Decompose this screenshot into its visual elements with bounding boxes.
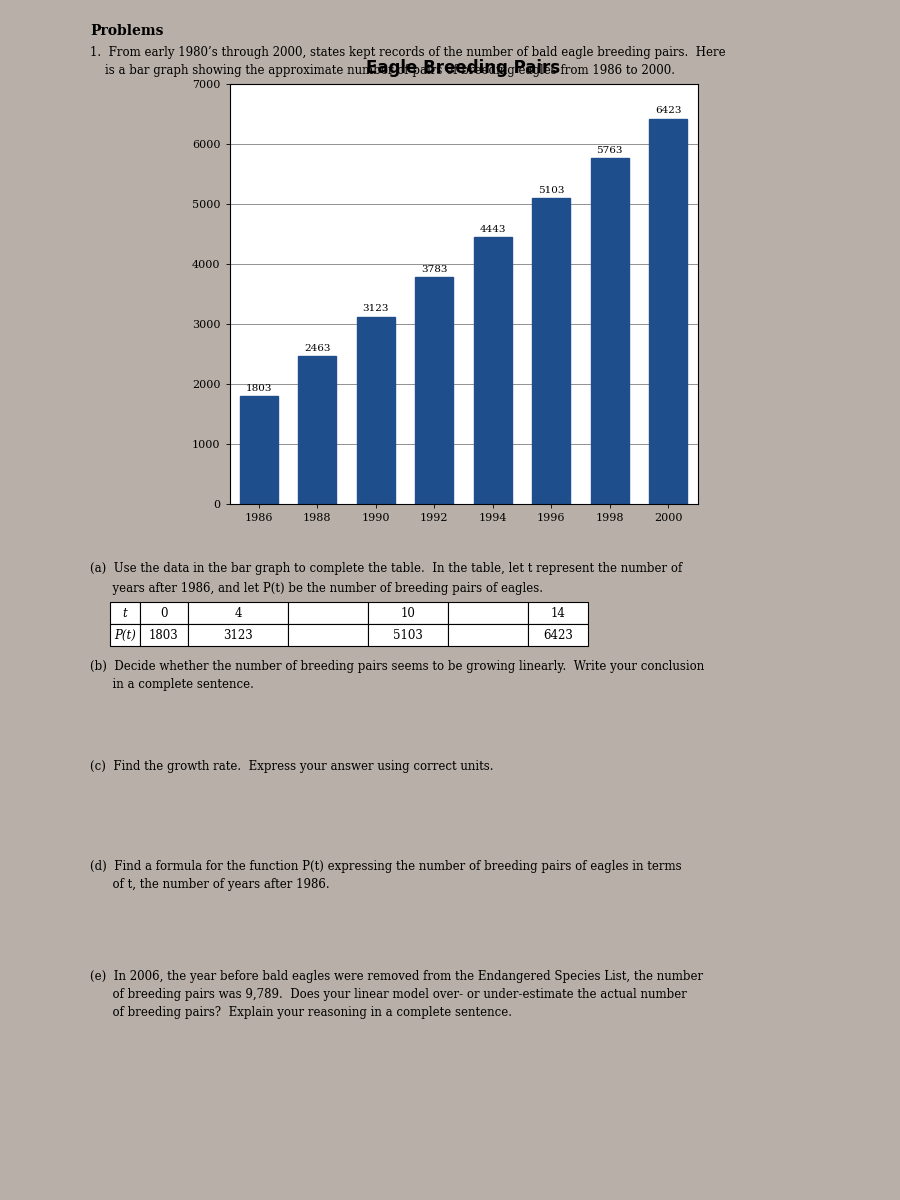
Text: 3123: 3123 — [363, 305, 389, 313]
Text: of breeding pairs was 9,789.  Does your linear model over- or under-estimate the: of breeding pairs was 9,789. Does your l… — [90, 988, 687, 1001]
Text: 1803: 1803 — [246, 384, 272, 392]
Bar — [140, 624, 188, 647]
Bar — [110, 624, 140, 647]
Bar — [140, 602, 188, 624]
Bar — [528, 602, 588, 624]
Bar — [649, 119, 688, 504]
Bar — [528, 624, 588, 647]
Bar — [288, 602, 368, 624]
Text: 5103: 5103 — [393, 629, 423, 642]
Text: 2: 2 — [446, 490, 454, 504]
Bar — [368, 602, 448, 624]
Text: t: t — [122, 607, 128, 620]
Text: (e)  In 2006, the year before bald eagles were removed from the Endangered Speci: (e) In 2006, the year before bald eagles… — [90, 970, 703, 983]
Bar — [532, 198, 571, 504]
Text: 10: 10 — [400, 607, 416, 620]
Bar — [239, 396, 278, 504]
Text: 5763: 5763 — [597, 146, 623, 155]
Bar — [368, 624, 448, 647]
Text: in a complete sentence.: in a complete sentence. — [90, 678, 254, 691]
Text: (a)  Use the data in the bar graph to complete the table.  In the table, let t r: (a) Use the data in the bar graph to com… — [90, 563, 682, 575]
Text: 3123: 3123 — [223, 629, 253, 642]
Bar — [110, 602, 140, 624]
Text: 0: 0 — [160, 607, 167, 620]
Bar — [590, 158, 629, 504]
Bar — [188, 624, 288, 647]
Text: 5103: 5103 — [538, 186, 564, 194]
Text: Problems: Problems — [90, 24, 164, 38]
Text: 4: 4 — [234, 607, 242, 620]
Text: years after 1986, and let P(t) be the number of breeding pairs of eagles.: years after 1986, and let P(t) be the nu… — [90, 582, 543, 595]
Text: 3783: 3783 — [421, 265, 447, 274]
Text: 4443: 4443 — [480, 226, 506, 234]
Text: of t, the number of years after 1986.: of t, the number of years after 1986. — [90, 878, 329, 892]
Title: Eagle Breeding Pairs: Eagle Breeding Pairs — [366, 59, 561, 77]
Text: 1.  From early 1980’s through 2000, states kept records of the number of bald ea: 1. From early 1980’s through 2000, state… — [90, 46, 725, 59]
Text: 6423: 6423 — [655, 107, 681, 115]
Text: (d)  Find a formula for the function P(t) expressing the number of breeding pair: (d) Find a formula for the function P(t)… — [90, 860, 681, 874]
Bar — [415, 277, 454, 504]
Bar — [188, 602, 288, 624]
Text: 14: 14 — [551, 607, 565, 620]
Bar — [448, 602, 528, 624]
Bar — [356, 317, 395, 504]
Text: is a bar graph showing the approximate number of pairs of breeding eagles from 1: is a bar graph showing the approximate n… — [90, 64, 675, 77]
Bar — [448, 624, 528, 647]
Text: of breeding pairs?  Explain your reasoning in a complete sentence.: of breeding pairs? Explain your reasonin… — [90, 1006, 512, 1019]
Text: 2463: 2463 — [304, 344, 330, 353]
Text: (c)  Find the growth rate.  Express your answer using correct units.: (c) Find the growth rate. Express your a… — [90, 761, 493, 773]
Text: 6423: 6423 — [543, 629, 573, 642]
Text: 1803: 1803 — [149, 629, 179, 642]
Bar — [473, 238, 512, 504]
Bar — [298, 356, 337, 504]
Text: P(t): P(t) — [114, 629, 136, 642]
Text: (b)  Decide whether the number of breeding pairs seems to be growing linearly.  : (b) Decide whether the number of breedin… — [90, 660, 704, 673]
Bar — [288, 624, 368, 647]
